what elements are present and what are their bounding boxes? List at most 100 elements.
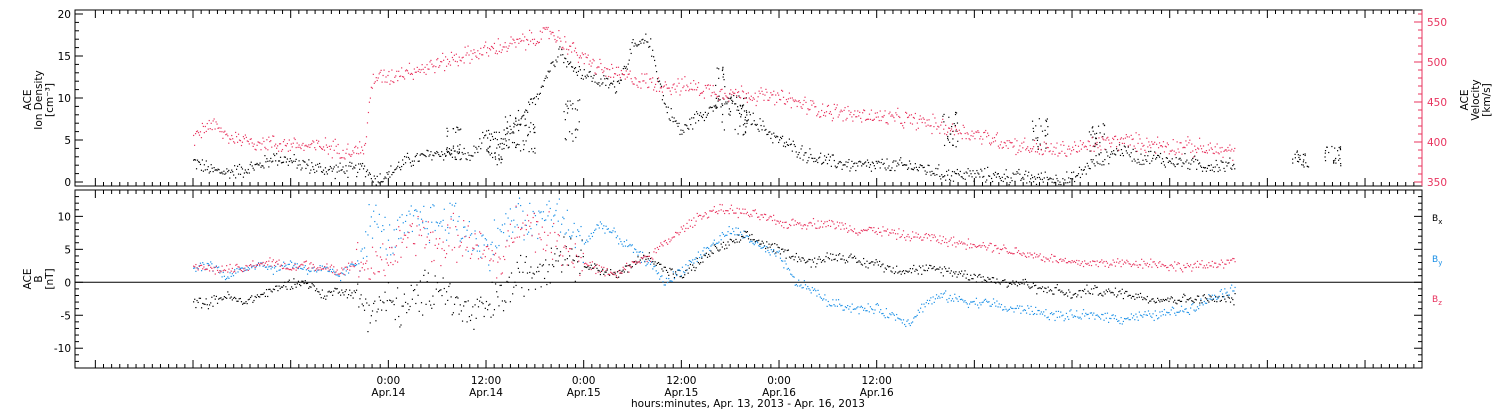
data-point <box>517 123 519 126</box>
data-point <box>766 91 768 93</box>
data-point <box>1095 137 1097 139</box>
data-point <box>1001 176 1003 178</box>
data-point <box>1028 149 1030 152</box>
data-point <box>875 160 877 163</box>
data-point <box>907 271 909 273</box>
data-point <box>968 279 971 281</box>
data-point <box>861 264 864 266</box>
data-point <box>1039 143 1041 145</box>
data-point <box>384 81 386 83</box>
data-point <box>459 129 461 131</box>
data-point <box>218 298 220 300</box>
data-point <box>628 59 630 61</box>
data-point <box>1085 293 1087 295</box>
data-point <box>511 141 514 144</box>
data-point <box>490 152 493 154</box>
data-point <box>503 46 505 48</box>
data-point <box>926 171 928 173</box>
data-point <box>745 235 747 237</box>
data-point <box>197 268 199 270</box>
data-point <box>1160 162 1163 164</box>
data-point <box>981 281 983 283</box>
data-point <box>1211 299 1213 301</box>
data-point <box>991 137 994 139</box>
data-point <box>566 105 568 107</box>
data-point <box>1125 134 1127 136</box>
data-point <box>354 146 356 149</box>
data-point <box>604 271 606 273</box>
data-point <box>779 257 782 259</box>
data-point <box>486 149 488 151</box>
data-point <box>869 262 872 264</box>
data-point <box>1071 171 1073 174</box>
data-point <box>1188 142 1190 144</box>
data-point <box>396 219 399 221</box>
data-point <box>637 254 639 256</box>
data-point <box>401 165 403 168</box>
data-point <box>255 163 257 166</box>
data-point <box>1135 313 1137 315</box>
data-point <box>839 253 841 255</box>
data-point <box>577 261 579 263</box>
data-point <box>760 87 762 89</box>
data-point <box>253 299 255 302</box>
data-point <box>1062 314 1064 316</box>
data-point <box>1089 150 1091 152</box>
data-point <box>1097 162 1099 165</box>
data-point <box>415 154 417 157</box>
data-point <box>432 204 434 206</box>
data-point <box>646 263 648 265</box>
data-point <box>981 301 983 304</box>
data-point <box>1013 311 1015 313</box>
data-point <box>285 145 287 147</box>
data-point <box>861 165 863 167</box>
data-point <box>821 260 824 262</box>
data-point <box>1028 286 1030 288</box>
data-point <box>1197 147 1199 149</box>
data-point <box>827 257 829 259</box>
data-point <box>254 163 256 166</box>
data-point <box>1129 294 1131 297</box>
data-point <box>629 264 631 266</box>
data-point <box>1011 142 1013 144</box>
data-point <box>281 265 284 267</box>
data-point <box>989 305 991 307</box>
data-point <box>763 99 765 101</box>
data-point <box>927 267 930 269</box>
data-point <box>1109 142 1111 144</box>
data-point <box>1100 149 1102 151</box>
data-point <box>1209 142 1211 144</box>
data-point <box>768 251 770 254</box>
data-point <box>1006 175 1008 178</box>
data-point <box>1096 286 1098 288</box>
data-point <box>627 271 629 273</box>
data-point <box>1292 162 1294 164</box>
data-point <box>539 263 541 265</box>
data-point <box>419 154 421 156</box>
data-point <box>1130 134 1132 136</box>
data-point <box>613 271 615 274</box>
data-point <box>347 176 349 178</box>
data-point <box>424 154 426 157</box>
data-point <box>369 173 371 175</box>
data-point <box>564 259 566 261</box>
data-point <box>458 151 460 153</box>
data-point <box>820 261 823 263</box>
data-point <box>313 285 315 287</box>
data-point <box>378 213 380 215</box>
data-point <box>922 311 924 313</box>
data-point <box>847 304 849 307</box>
data-point <box>509 132 511 135</box>
data-point <box>789 144 791 146</box>
data-point <box>745 126 747 128</box>
data-point <box>499 284 501 287</box>
data-point <box>1333 161 1335 163</box>
data-point <box>1162 161 1165 163</box>
data-point <box>602 268 604 270</box>
data-point <box>841 258 843 260</box>
data-point <box>1084 166 1086 168</box>
data-point <box>955 128 957 131</box>
data-point <box>363 247 366 249</box>
data-point <box>963 126 965 129</box>
data-point <box>1052 178 1054 180</box>
